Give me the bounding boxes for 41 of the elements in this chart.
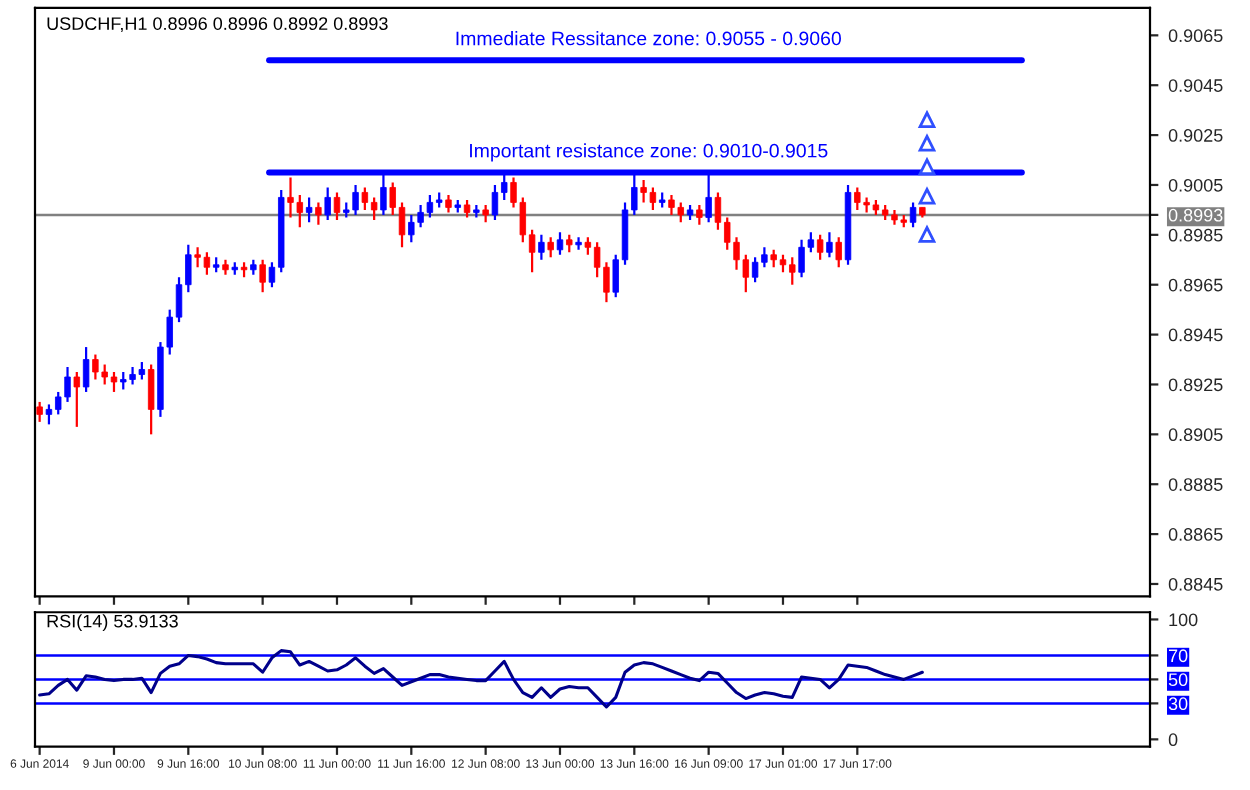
y-tick-label: 0.8945 [1168,328,1223,342]
candlestick [147,363,155,436]
candlestick [826,231,833,259]
candlestick [696,203,703,226]
y-tick-label: 0.8993 [1168,208,1223,222]
y-tick-label: 0.8925 [1168,378,1223,392]
candlestick [259,258,266,294]
y-tick-label: 0.8985 [1168,228,1223,242]
candlestick [305,196,313,224]
candlestick [575,236,582,251]
chart-title: USDCHF,H1 0.8996 0.8996 0.8992 0.8993 [47,17,388,33]
candlestick [909,201,917,229]
candlestick [333,191,341,221]
y-tick-label: 0.8965 [1168,278,1223,292]
y-tick-label: 0.8865 [1168,528,1223,541]
y-tick-label: 50 [1168,673,1188,687]
y-tick-label: 0.9045 [1168,79,1223,92]
candlestick [816,233,824,261]
ref-line-label: Immediate Ressitance zone: 0.9055 - 0.9060 [456,31,841,46]
candlestick [556,231,564,256]
y-tick-label: 0.8845 [1168,577,1223,591]
candlestick [538,233,545,261]
candlestick [547,236,554,259]
y-tick-label: 30 [1168,697,1188,711]
y-tick-label: 0.9065 [1168,29,1223,43]
y-tick-label: 100 [1169,613,1198,627]
candlestick [73,370,81,428]
candlestick [36,400,43,423]
candlestick [835,236,842,269]
y-tick-label: 70 [1168,649,1188,663]
y-tick-label: 0 [1168,733,1178,747]
candlestick [82,345,90,394]
y-tick-label: 0.8885 [1168,478,1223,491]
candlestick [324,186,331,221]
y-tick-label: 0.9025 [1168,129,1223,142]
chart-title: RSI(14) 53.9133 [47,614,178,632]
candlestick [315,201,322,226]
y-tick-label: 0.9005 [1168,178,1223,192]
y-tick-label: 0.8905 [1168,428,1223,442]
ref-line-label: Important resistance zone: 0.9010-0.9015 [470,143,828,162]
line-series [38,649,924,709]
